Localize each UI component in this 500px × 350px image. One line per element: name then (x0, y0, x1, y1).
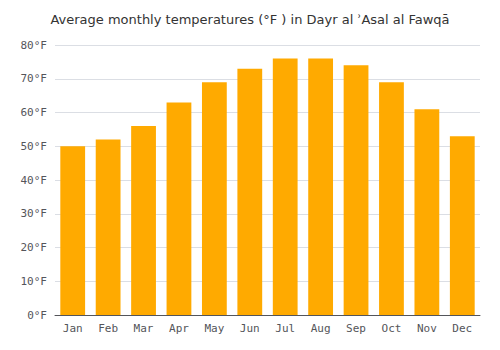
svg-text:Mar: Mar (134, 322, 154, 335)
svg-text:40°F: 40°F (21, 174, 48, 187)
svg-text:70°F: 70°F (21, 72, 48, 85)
svg-text:80°F: 80°F (21, 39, 48, 52)
svg-text:Oct: Oct (382, 322, 402, 335)
svg-text:10°F: 10°F (21, 275, 48, 288)
svg-text:Nov: Nov (417, 322, 437, 335)
svg-text:Jan: Jan (63, 322, 83, 335)
svg-text:Dec: Dec (452, 322, 472, 335)
svg-text:Jun: Jun (240, 322, 260, 335)
svg-text:Apr: Apr (169, 322, 189, 335)
svg-text:Sep: Sep (346, 322, 366, 335)
svg-text:Jul: Jul (275, 322, 295, 335)
svg-text:20°F: 20°F (21, 241, 48, 254)
svg-text:50°F: 50°F (21, 140, 48, 153)
svg-text:May: May (204, 322, 224, 335)
svg-text:60°F: 60°F (21, 106, 48, 119)
svg-text:Aug: Aug (311, 322, 331, 335)
svg-text:Average monthly temperatures (: Average monthly temperatures (°F ) in Da… (50, 12, 449, 27)
svg-text:0°F: 0°F (27, 309, 47, 322)
svg-text:30°F: 30°F (21, 207, 48, 220)
svg-text:Feb: Feb (98, 322, 118, 335)
